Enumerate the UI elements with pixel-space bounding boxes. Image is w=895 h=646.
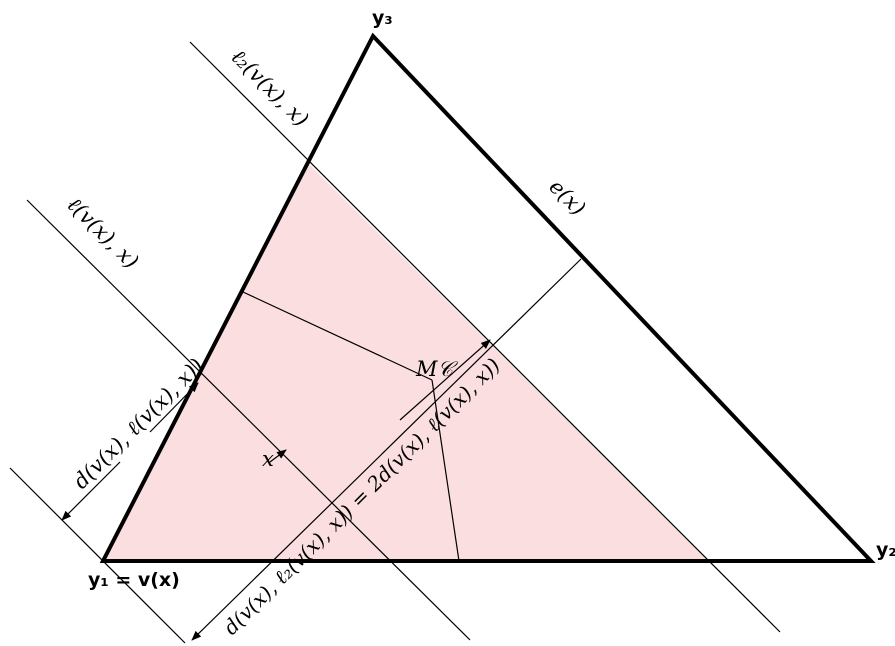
- arrow-d1-low: [61, 461, 121, 521]
- shaded-region: [103, 163, 709, 561]
- label-l: ℓ(v(x), x): [62, 193, 143, 274]
- voronoi-edge: [431, 379, 460, 562]
- label-y2: y₂: [876, 539, 895, 561]
- offset-line: [9, 467, 186, 644]
- label-l2: ℓ₂(v(x), x): [226, 45, 313, 132]
- triangle: [99, 32, 876, 563]
- label-x: x: [262, 447, 274, 471]
- label-mc: M𝒞: [415, 357, 459, 381]
- perp-line: [191, 258, 582, 641]
- label-y3: y₃: [372, 7, 393, 29]
- arrow-head: [399, 339, 491, 421]
- label-e: e(x): [544, 175, 590, 221]
- voronoi-edge: [242, 291, 433, 381]
- label-y1: y₁ = v(x): [88, 569, 180, 591]
- line-l2: [189, 41, 781, 633]
- line-l: [26, 199, 471, 641]
- point-x: [269, 449, 287, 463]
